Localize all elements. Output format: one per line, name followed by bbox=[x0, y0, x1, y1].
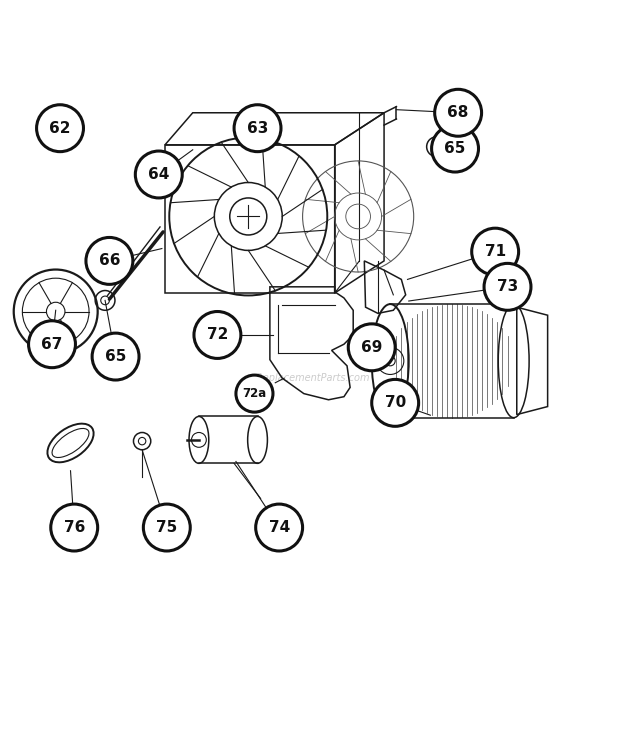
Circle shape bbox=[86, 237, 133, 284]
Text: 63: 63 bbox=[247, 121, 268, 135]
Circle shape bbox=[135, 151, 182, 198]
Text: 68: 68 bbox=[448, 105, 469, 121]
Text: eReplacementParts.com: eReplacementParts.com bbox=[250, 373, 370, 383]
Circle shape bbox=[29, 321, 76, 368]
Circle shape bbox=[143, 504, 190, 551]
Text: 65: 65 bbox=[105, 349, 126, 364]
Circle shape bbox=[92, 333, 139, 380]
Circle shape bbox=[348, 324, 395, 371]
Text: 72a: 72a bbox=[242, 387, 267, 400]
Circle shape bbox=[472, 228, 518, 275]
Text: 72: 72 bbox=[206, 327, 228, 342]
Circle shape bbox=[435, 89, 482, 136]
Text: 71: 71 bbox=[485, 244, 506, 259]
Text: 76: 76 bbox=[63, 520, 85, 535]
Text: 70: 70 bbox=[384, 395, 406, 411]
Circle shape bbox=[37, 105, 84, 152]
Circle shape bbox=[51, 504, 98, 551]
Circle shape bbox=[236, 375, 273, 412]
Circle shape bbox=[484, 263, 531, 310]
Text: 75: 75 bbox=[156, 520, 177, 535]
Circle shape bbox=[372, 379, 419, 426]
Text: 73: 73 bbox=[497, 279, 518, 295]
Text: 69: 69 bbox=[361, 340, 383, 355]
Text: 62: 62 bbox=[49, 121, 71, 135]
Text: 67: 67 bbox=[42, 337, 63, 352]
Text: 65: 65 bbox=[445, 141, 466, 156]
Text: 64: 64 bbox=[148, 167, 169, 182]
Circle shape bbox=[194, 312, 241, 359]
Text: 66: 66 bbox=[99, 254, 120, 269]
Circle shape bbox=[234, 105, 281, 152]
Circle shape bbox=[432, 125, 479, 172]
Circle shape bbox=[255, 504, 303, 551]
Text: 74: 74 bbox=[268, 520, 290, 535]
